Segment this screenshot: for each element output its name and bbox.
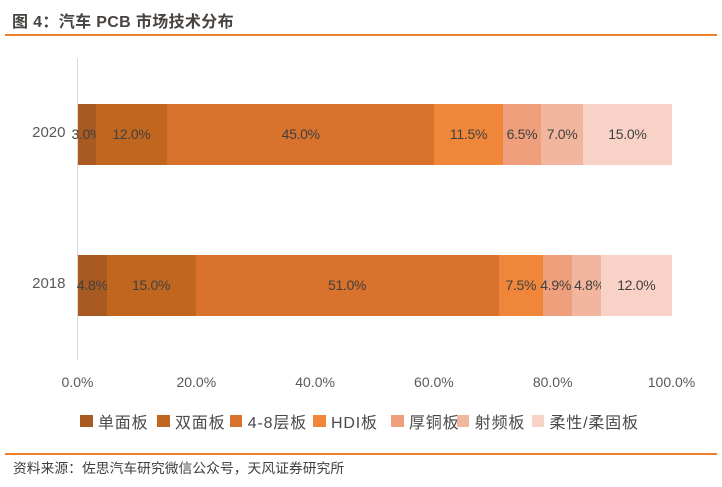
legend-swatch: [229, 414, 243, 428]
legend-item: 厚铜板: [391, 410, 459, 432]
legend-label: 柔性/柔固板: [549, 415, 639, 432]
legend-swatch: [313, 414, 326, 428]
legend-swatch: [531, 414, 544, 428]
category-axis-line: [77, 58, 78, 360]
data-label: 45.0%: [281, 126, 321, 143]
data-label: 6.5%: [506, 126, 538, 143]
legend-swatch: [157, 414, 170, 428]
bar-segment: 3.0%: [72, 104, 103, 165]
legend-label: 双面板: [175, 415, 226, 432]
bar-segment: 15.0%: [106, 255, 196, 316]
bar-segment: 7.5%: [498, 255, 544, 316]
bar-segment: 4.8%: [76, 255, 108, 316]
legend-item: 射频板: [456, 410, 526, 432]
data-label: 12.0%: [617, 277, 656, 294]
bar-segment: 12.0%: [95, 104, 168, 165]
bar-segment: 6.5%: [502, 104, 542, 165]
figure-title: 图 4：汽车 PCB 市场技术分布: [12, 13, 234, 31]
x-tick-label: 60.0%: [414, 373, 454, 390]
legend-label: HDI板: [331, 415, 378, 432]
data-label: 12.0%: [112, 126, 151, 143]
x-tick-label: 20.0%: [176, 373, 217, 390]
bar-segment: 11.5%: [434, 104, 503, 165]
legend-label: 厚铜板: [409, 415, 460, 432]
bar-2020: 3.0% 12.0% 45.0% 11.5% 6.5% 7.0% 15.0%: [72, 104, 672, 165]
legend-swatch: [456, 414, 470, 428]
category-label: 2020: [32, 124, 66, 142]
data-label: 51.0%: [327, 277, 367, 294]
x-tick-label: 40.0%: [295, 373, 335, 390]
bar-segment: 15.0%: [582, 104, 672, 165]
title-divider: [5, 34, 717, 37]
data-label: 4.8%: [76, 277, 108, 294]
bar-2018: 4.8% 15.0% 51.0% 7.5% 4.9% 4.8% 12.0%: [76, 255, 672, 316]
bar-segment: 7.0%: [541, 104, 583, 165]
bar-segment: 4.8%: [572, 255, 605, 316]
legend-label: 4-8层板: [247, 415, 307, 432]
data-label: 11.5%: [449, 126, 488, 143]
data-label: 4.8%: [574, 277, 605, 294]
data-label: 15.0%: [608, 126, 647, 143]
bar-segment: 12.0%: [600, 255, 672, 316]
legend-swatch: [391, 414, 404, 428]
legend-swatch: [80, 414, 93, 428]
data-label: 7.5%: [505, 277, 537, 294]
chart-legend: 单面板 双面板 4-8层板 HDI板 厚铜板 射频板 柔性/柔固板: [0, 410, 722, 432]
legend-item: 4-8层板: [229, 410, 307, 432]
x-tick-label: 0.0%: [61, 373, 94, 390]
bar-segment: 51.0%: [195, 255, 499, 316]
legend-label: 单面板: [98, 415, 149, 432]
legend-item: 柔性/柔固板: [531, 410, 639, 432]
legend-label: 射频板: [474, 415, 526, 432]
source-note: 资料来源：佐思汽车研究微信公众号，天风证券研究所: [13, 460, 345, 476]
bar-segment: 45.0%: [167, 104, 435, 165]
data-label: 4.9%: [540, 277, 571, 294]
legend-item: 单面板: [80, 410, 148, 432]
bar-segment: 4.9%: [540, 255, 573, 316]
legend-item: HDI板: [313, 410, 378, 432]
x-tick-label: 80.0%: [532, 373, 573, 390]
footer-divider: [5, 453, 717, 455]
x-tick-label: 100.0%: [647, 373, 696, 390]
data-label: 15.0%: [131, 277, 171, 294]
data-label: 7.0%: [546, 126, 578, 143]
data-label: 3.0%: [71, 126, 103, 143]
category-label: 2018: [32, 275, 66, 293]
legend-item: 双面板: [157, 410, 225, 432]
